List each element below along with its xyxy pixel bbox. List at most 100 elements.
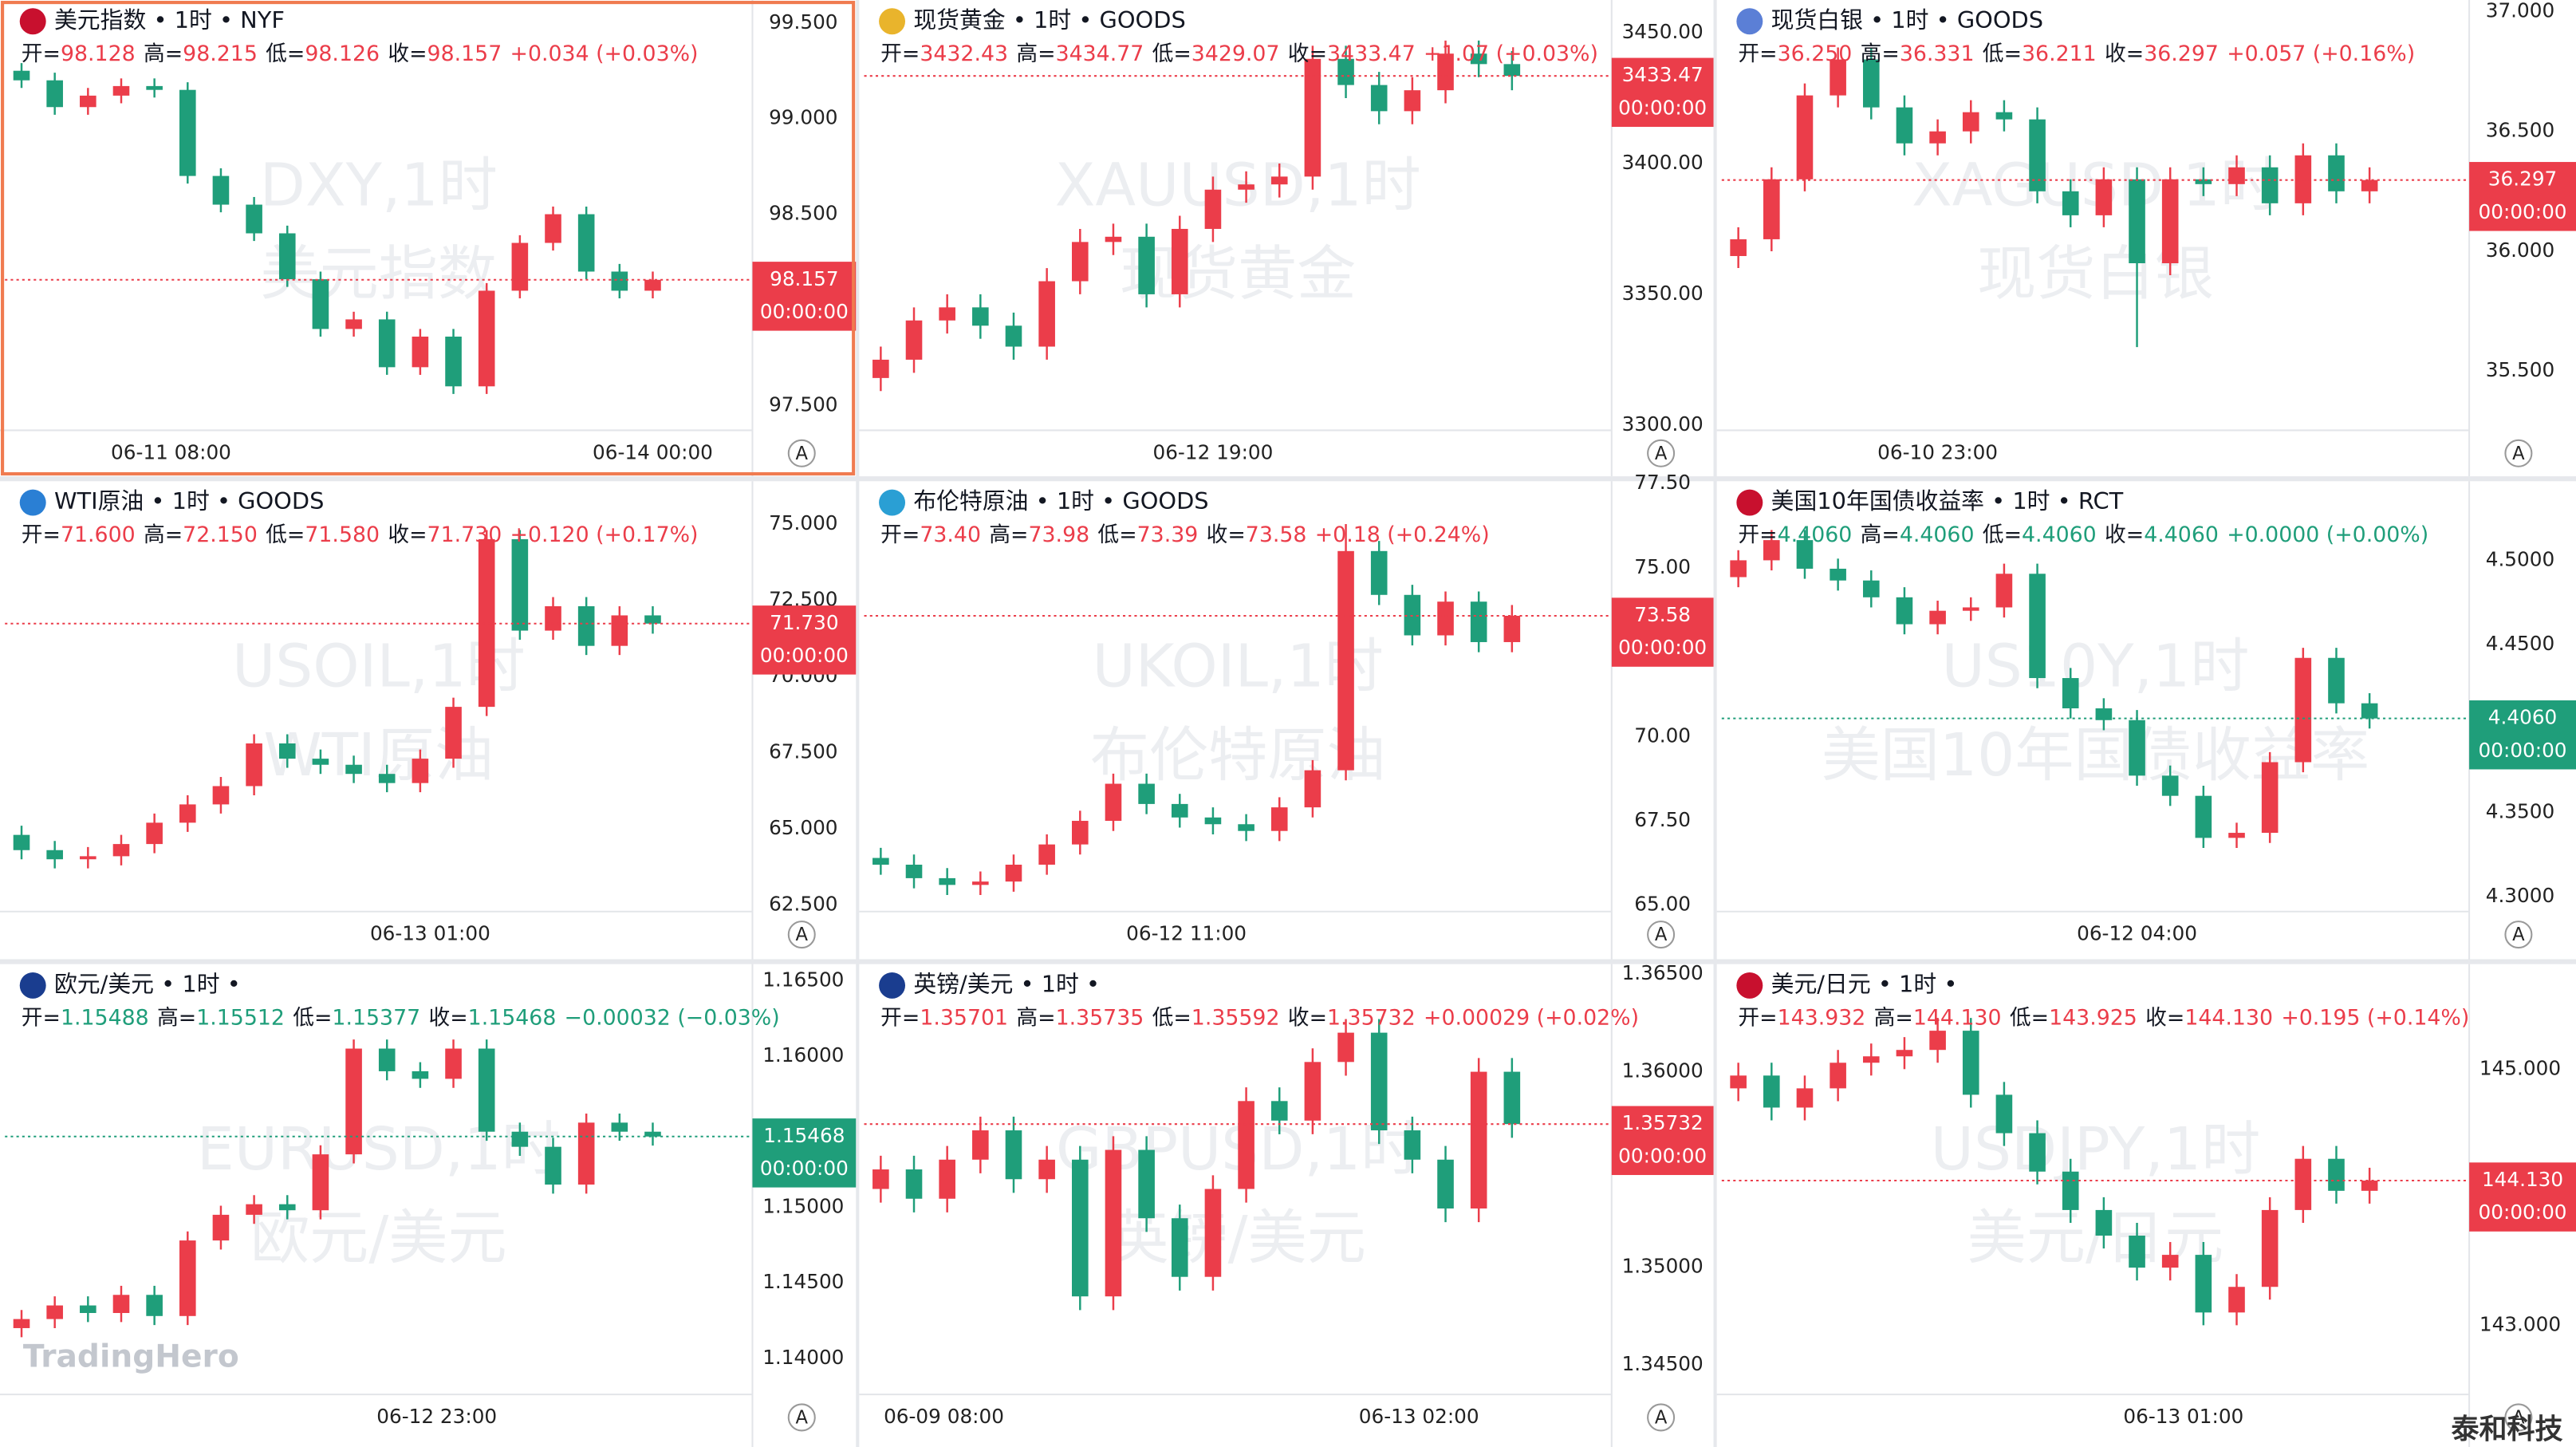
stat-change: −0.00032 (−0.03%) — [565, 1005, 780, 1030]
auto-button — [787, 439, 816, 467]
plot — [872, 523, 1521, 896]
candle-body — [1005, 864, 1022, 882]
candle-body — [212, 175, 230, 205]
price-tag-countdown: 00:00:00 — [2479, 739, 2567, 762]
auto-button-label: A — [796, 1407, 809, 1428]
watermark-text: 布伦特原油 — [1090, 721, 1386, 790]
candle-body — [1929, 1031, 1946, 1051]
plot — [1730, 1018, 2378, 1326]
candle-body — [445, 1048, 462, 1079]
candle-body — [112, 1295, 130, 1314]
candle-body — [478, 290, 495, 387]
y-tick-label: 67.500 — [769, 739, 837, 763]
y-tick-label: 98.500 — [769, 202, 837, 225]
symbol-icon — [1736, 8, 1763, 35]
candle-body — [2361, 179, 2378, 191]
candle-body — [1370, 550, 1388, 595]
candle-body — [577, 605, 595, 646]
stat-change: +0.057 (+0.16%) — [2227, 41, 2415, 65]
x-tick-label: 06-11 08:00 — [111, 440, 231, 463]
candle-body — [1830, 568, 1846, 581]
panel-bg — [0, 481, 857, 960]
y-tick-label: 35.500 — [2486, 358, 2554, 381]
y-tick-label: 3450.00 — [1622, 20, 1704, 43]
stat-value: 4.4060 — [2022, 522, 2097, 547]
auto-button — [1647, 921, 1676, 949]
stat-value: 1.35735 — [1056, 1005, 1144, 1030]
plot — [1730, 530, 2378, 849]
candle-body — [1105, 783, 1122, 822]
watermark-text: 现货黄金 — [1120, 239, 1357, 308]
candle-body — [1929, 610, 1946, 625]
watermark-text: USDJPY,1时 — [1931, 1115, 2261, 1184]
symbol-icon — [19, 972, 46, 999]
candle-body — [80, 95, 97, 108]
y-tick-label: 145.000 — [2479, 1056, 2561, 1079]
candle-body — [1238, 824, 1255, 831]
candle-body — [1730, 560, 1747, 578]
candle-body — [905, 320, 923, 360]
candle-body — [2328, 657, 2345, 704]
candle-body — [1337, 58, 1354, 85]
price-tag-value: 36.297 — [2488, 168, 2557, 191]
stat-label: 开= — [880, 1005, 920, 1030]
price-tag — [1611, 597, 1714, 667]
stat-label: 低= — [1152, 41, 1191, 65]
candle-body — [246, 204, 262, 234]
stat-change: +0.18 (+0.24%) — [1315, 522, 1490, 547]
stats: 开=3432.43 高=3434.77 低=3429.07 收=3433.47 +1.0… — [880, 41, 1598, 65]
candle-body — [212, 786, 230, 805]
candle-body — [80, 1305, 97, 1314]
candle-body — [2328, 155, 2345, 191]
stat-label: 高= — [144, 41, 183, 65]
stat-label: 收= — [2105, 522, 2144, 547]
auto-button — [787, 1403, 816, 1432]
auto-button — [2504, 439, 2533, 467]
stat-label: 收= — [388, 522, 427, 547]
candle-body — [577, 214, 595, 272]
candle-body — [2228, 167, 2245, 184]
panel-bg — [0, 0, 857, 477]
stats: 开=1.35701 高=1.35735 低=1.35592 收=1.35732 +0.0… — [880, 1005, 1639, 1030]
y-tick-label: 62.500 — [769, 893, 837, 916]
x-tick-label: 06-12 11:00 — [1126, 922, 1247, 945]
chart-title: 美元指数 • 1时 • NYF — [54, 6, 285, 34]
price-tag — [752, 1118, 857, 1188]
price-tag — [1611, 1106, 1714, 1176]
candle-body — [611, 615, 628, 646]
candle-body — [146, 85, 163, 90]
stat-label: 收= — [1288, 1005, 1327, 1030]
candle-body — [13, 834, 30, 850]
watermark-text: EURUSD,1时 — [197, 1115, 561, 1184]
candle-body — [412, 336, 429, 368]
candle-body — [1470, 601, 1487, 642]
candle-body — [445, 336, 462, 387]
candle-body — [1072, 1159, 1089, 1297]
chart-title: WTI原油 • 1时 • GOODS — [54, 487, 324, 515]
candle-body — [412, 1070, 429, 1079]
candle-body — [2161, 179, 2179, 263]
candle-body — [1304, 1062, 1321, 1121]
stat-value: 73.58 — [1246, 522, 1307, 547]
auto-button-label: A — [1655, 925, 1668, 945]
stat-label: 高= — [1861, 522, 1900, 547]
candle-body — [2195, 179, 2212, 184]
candle-body — [1763, 179, 1780, 239]
candle-body — [972, 1130, 989, 1160]
x-tick-label: 06-12 04:00 — [2077, 922, 2197, 945]
candle-body — [2062, 678, 2079, 708]
candle-body — [545, 1146, 561, 1185]
candle-body — [905, 864, 923, 878]
candle-body — [2261, 167, 2279, 203]
watermark-text: XAGUSD,1时 — [1912, 151, 2279, 219]
candle-body — [644, 615, 661, 624]
y-tick-label: 1.16000 — [762, 1043, 844, 1067]
stat-value: 36.211 — [2022, 41, 2097, 65]
candle-body — [146, 1295, 163, 1316]
candle-body — [1929, 131, 1946, 144]
panel-bg — [1716, 0, 2576, 477]
candle-body — [412, 759, 429, 783]
